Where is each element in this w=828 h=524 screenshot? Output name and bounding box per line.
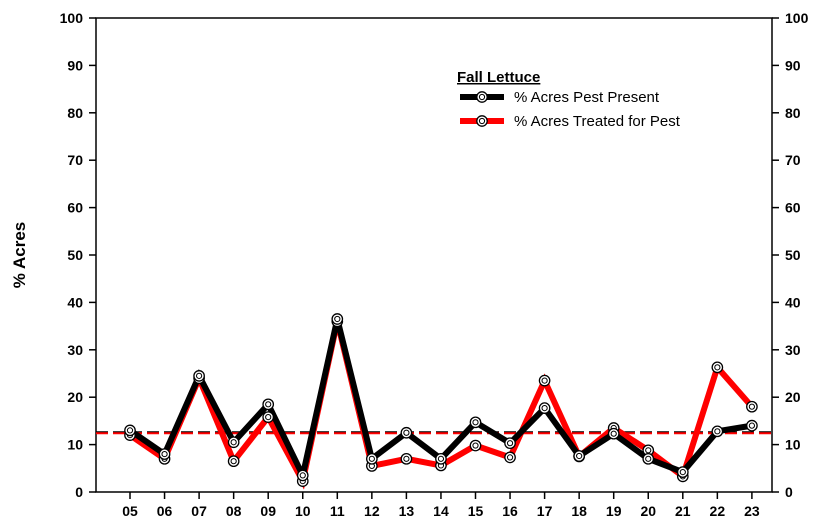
data-point-treated <box>400 452 413 465</box>
legend-marker <box>476 115 488 127</box>
data-point-present <box>746 419 758 432</box>
x-tick-label: 10 <box>295 503 311 519</box>
data-point-treated <box>469 439 482 452</box>
x-tick-label: 12 <box>364 503 380 519</box>
y-tick-label-right: 40 <box>785 294 801 310</box>
y-tick-label-right: 20 <box>785 389 801 405</box>
x-tick-label: 07 <box>191 503 207 519</box>
x-tick-label: 13 <box>399 503 415 519</box>
y-tick-label-right: 100 <box>785 10 809 26</box>
y-axis-right: 0 10 20 30 40 50 60 70 80 90 100 <box>772 10 809 500</box>
data-point-present <box>400 426 413 439</box>
y-tick-label-left: 50 <box>67 247 83 263</box>
legend: Fall Lettuce % Acres Pest Present % Acres… <box>457 69 681 130</box>
data-point-treated <box>538 374 551 387</box>
y-tick-label-left: 70 <box>67 152 83 168</box>
x-tick-label: 23 <box>744 503 760 519</box>
x-tick-label: 21 <box>675 503 691 519</box>
data-point-present <box>124 424 136 437</box>
y-tick-label-right: 0 <box>785 484 793 500</box>
data-point-present <box>435 452 447 465</box>
data-point-present <box>193 370 205 382</box>
data-point-present <box>227 436 240 449</box>
y-axis-left: 0 10 20 30 40 50 60 70 80 90 100 <box>60 10 96 500</box>
series-line-present <box>128 318 753 485</box>
data-point-present <box>573 450 586 462</box>
data-point-treated <box>504 451 516 464</box>
y-axis-title: % Acres <box>10 222 29 288</box>
y-tick-label-left: 10 <box>67 437 83 453</box>
x-tick-label: 08 <box>226 503 242 519</box>
data-point-present <box>711 425 724 438</box>
y-tick-label-left: 60 <box>67 200 83 216</box>
y-tick-label-left: 20 <box>67 389 83 405</box>
x-tick-label: 06 <box>157 503 173 519</box>
y-tick-label-left: 100 <box>60 10 84 26</box>
x-tick-label: 18 <box>571 503 587 519</box>
data-point-present <box>642 452 655 465</box>
legend-item: % Acres Treated for Pest <box>460 113 681 130</box>
series-points <box>124 313 758 487</box>
legend-label: % Acres Pest Present <box>514 89 660 106</box>
data-point-present <box>469 416 482 429</box>
x-tick-label: 14 <box>433 503 449 519</box>
data-point-present <box>365 452 378 465</box>
y-tick-label-left: 30 <box>67 342 83 358</box>
y-tick-label-right: 70 <box>785 152 801 168</box>
y-tick-label-left: 0 <box>75 484 83 500</box>
data-point-present <box>538 402 551 414</box>
data-point-treated <box>262 411 275 423</box>
x-tick-label: 11 <box>330 503 345 519</box>
data-point-treated <box>746 400 758 413</box>
x-tick-label: 17 <box>537 503 553 519</box>
mean-lines <box>96 431 772 435</box>
y-tick-label-right: 80 <box>785 105 801 121</box>
legend-marker <box>476 91 488 103</box>
y-tick-label-right: 50 <box>785 247 801 263</box>
x-axis: 05 06 07 08 09 10 11 12 13 14 15 16 17 18 19 20 21 22 23 <box>122 492 760 519</box>
y-tick-label-right: 60 <box>785 200 801 216</box>
data-point-treated <box>227 455 240 468</box>
x-tick-label: 20 <box>640 503 656 519</box>
y-tick-label-left: 40 <box>67 294 83 310</box>
x-tick-label: 15 <box>468 503 484 519</box>
x-tick-label: 16 <box>502 503 518 519</box>
y-tick-label-right: 90 <box>785 57 801 73</box>
data-point-present <box>676 466 689 478</box>
legend-title: Fall Lettuce <box>457 69 540 86</box>
data-point-present <box>607 427 620 440</box>
y-tick-label-left: 90 <box>67 57 83 73</box>
x-tick-label: 19 <box>606 503 622 519</box>
y-tick-label-left: 80 <box>67 105 83 121</box>
data-point-present <box>296 469 309 482</box>
x-tick-label: 22 <box>710 503 726 519</box>
legend-label: % Acres Treated for Pest <box>514 113 681 130</box>
x-tick-label: 05 <box>122 503 138 519</box>
data-point-present <box>504 437 516 450</box>
data-point-treated <box>711 361 724 374</box>
y-tick-label-right: 10 <box>785 437 801 453</box>
data-point-present <box>158 448 171 460</box>
legend-item: % Acres Pest Present <box>460 89 660 106</box>
data-point-present <box>331 313 344 325</box>
x-tick-label: 09 <box>260 503 276 519</box>
plot-frame <box>95 17 773 493</box>
y-tick-label-right: 30 <box>785 342 801 358</box>
data-point-present <box>262 398 275 411</box>
